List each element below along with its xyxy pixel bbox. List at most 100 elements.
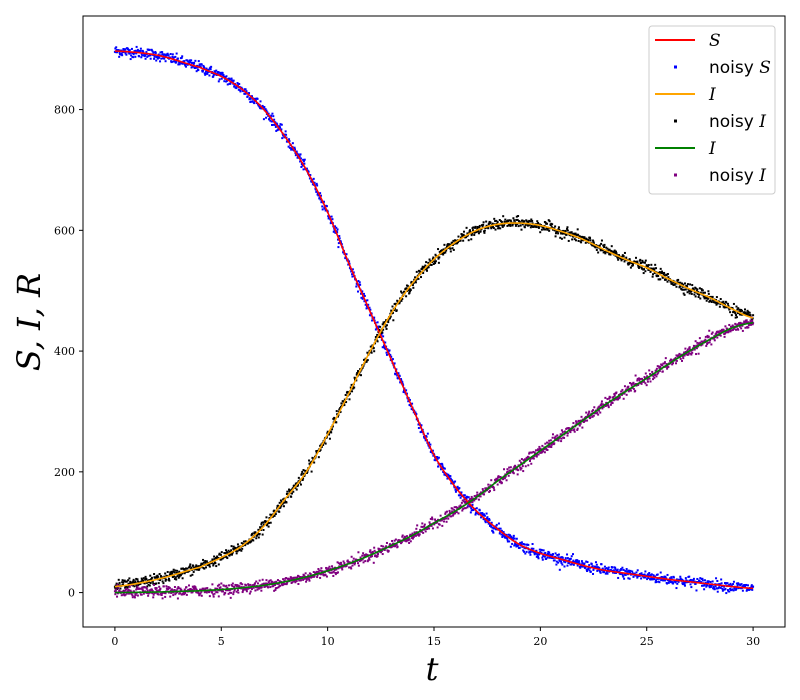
data-point — [227, 592, 230, 595]
data-point — [274, 588, 277, 591]
data-point — [199, 592, 202, 595]
data-point — [146, 55, 149, 58]
data-point — [576, 427, 579, 430]
data-point — [366, 359, 369, 362]
data-point — [675, 578, 678, 581]
data-point — [724, 587, 727, 590]
legend-entry: noisy S — [674, 58, 771, 78]
data-point — [691, 351, 694, 354]
data-point — [137, 584, 140, 587]
data-point — [638, 379, 641, 382]
data-point — [216, 584, 219, 587]
data-point — [398, 375, 401, 378]
data-point — [512, 536, 515, 539]
data-point — [337, 238, 339, 241]
data-point — [121, 54, 124, 57]
data-point — [437, 465, 440, 468]
data-point — [659, 571, 662, 574]
data-point — [502, 478, 505, 481]
data-point — [531, 222, 534, 225]
data-point — [244, 587, 247, 590]
data-point — [620, 390, 623, 393]
data-point — [636, 260, 639, 263]
data-point — [187, 566, 190, 569]
data-point — [218, 78, 221, 81]
data-point — [369, 308, 372, 311]
data-point — [246, 95, 249, 98]
data-point — [248, 592, 251, 595]
data-point — [603, 565, 606, 568]
data-point — [496, 483, 499, 486]
data-point — [129, 580, 132, 583]
data-point — [410, 408, 413, 411]
data-point — [741, 324, 744, 327]
data-point — [553, 436, 556, 439]
data-point — [174, 576, 177, 579]
data-point — [475, 497, 478, 500]
data-point — [663, 362, 666, 365]
data-point — [150, 588, 153, 591]
data-point — [559, 556, 562, 559]
data-point — [666, 573, 669, 576]
data-point — [285, 577, 288, 580]
data-point — [707, 290, 710, 293]
data-point — [721, 589, 724, 592]
data-point — [195, 591, 198, 594]
data-point — [204, 560, 207, 563]
data-point — [615, 397, 618, 400]
data-point — [335, 421, 338, 424]
data-point — [208, 565, 211, 568]
data-point — [682, 292, 685, 295]
data-point — [749, 588, 752, 591]
data-point — [532, 457, 535, 460]
data-point — [442, 253, 445, 256]
data-point — [259, 526, 262, 529]
data-point — [734, 316, 737, 319]
data-point — [551, 554, 554, 557]
data-point — [260, 521, 263, 524]
data-point — [415, 413, 418, 416]
data-point — [537, 221, 540, 224]
data-point — [558, 568, 561, 571]
data-point — [441, 463, 444, 466]
data-point — [634, 389, 637, 392]
data-point — [350, 567, 353, 570]
data-point — [554, 552, 557, 555]
data-point — [183, 568, 186, 571]
data-point — [394, 545, 397, 548]
data-point — [215, 69, 218, 72]
data-point — [127, 579, 130, 582]
data-point — [531, 547, 534, 550]
data-point — [585, 568, 588, 571]
data-point — [164, 572, 167, 575]
data-point — [636, 377, 639, 380]
data-point — [610, 245, 613, 248]
data-point — [248, 587, 251, 590]
data-point — [493, 489, 496, 492]
data-point — [546, 448, 549, 451]
data-point — [565, 233, 568, 236]
data-point — [136, 585, 139, 588]
data-point — [483, 513, 486, 516]
data-point — [409, 289, 412, 292]
data-point — [675, 359, 678, 362]
data-point — [184, 591, 187, 594]
data-point — [678, 352, 681, 355]
data-point — [550, 446, 553, 449]
data-point — [244, 92, 247, 95]
data-point — [230, 583, 233, 586]
data-point — [620, 257, 623, 260]
data-point — [563, 236, 566, 239]
data-point — [459, 496, 462, 499]
data-point — [709, 295, 712, 298]
data-point — [469, 230, 472, 233]
data-point — [331, 218, 334, 221]
data-point — [202, 64, 205, 67]
data-point — [640, 577, 643, 580]
data-point — [523, 550, 526, 553]
data-point — [583, 237, 586, 240]
data-point — [592, 240, 595, 243]
data-point — [320, 445, 323, 448]
data-point — [436, 456, 439, 459]
data-point — [360, 296, 363, 299]
